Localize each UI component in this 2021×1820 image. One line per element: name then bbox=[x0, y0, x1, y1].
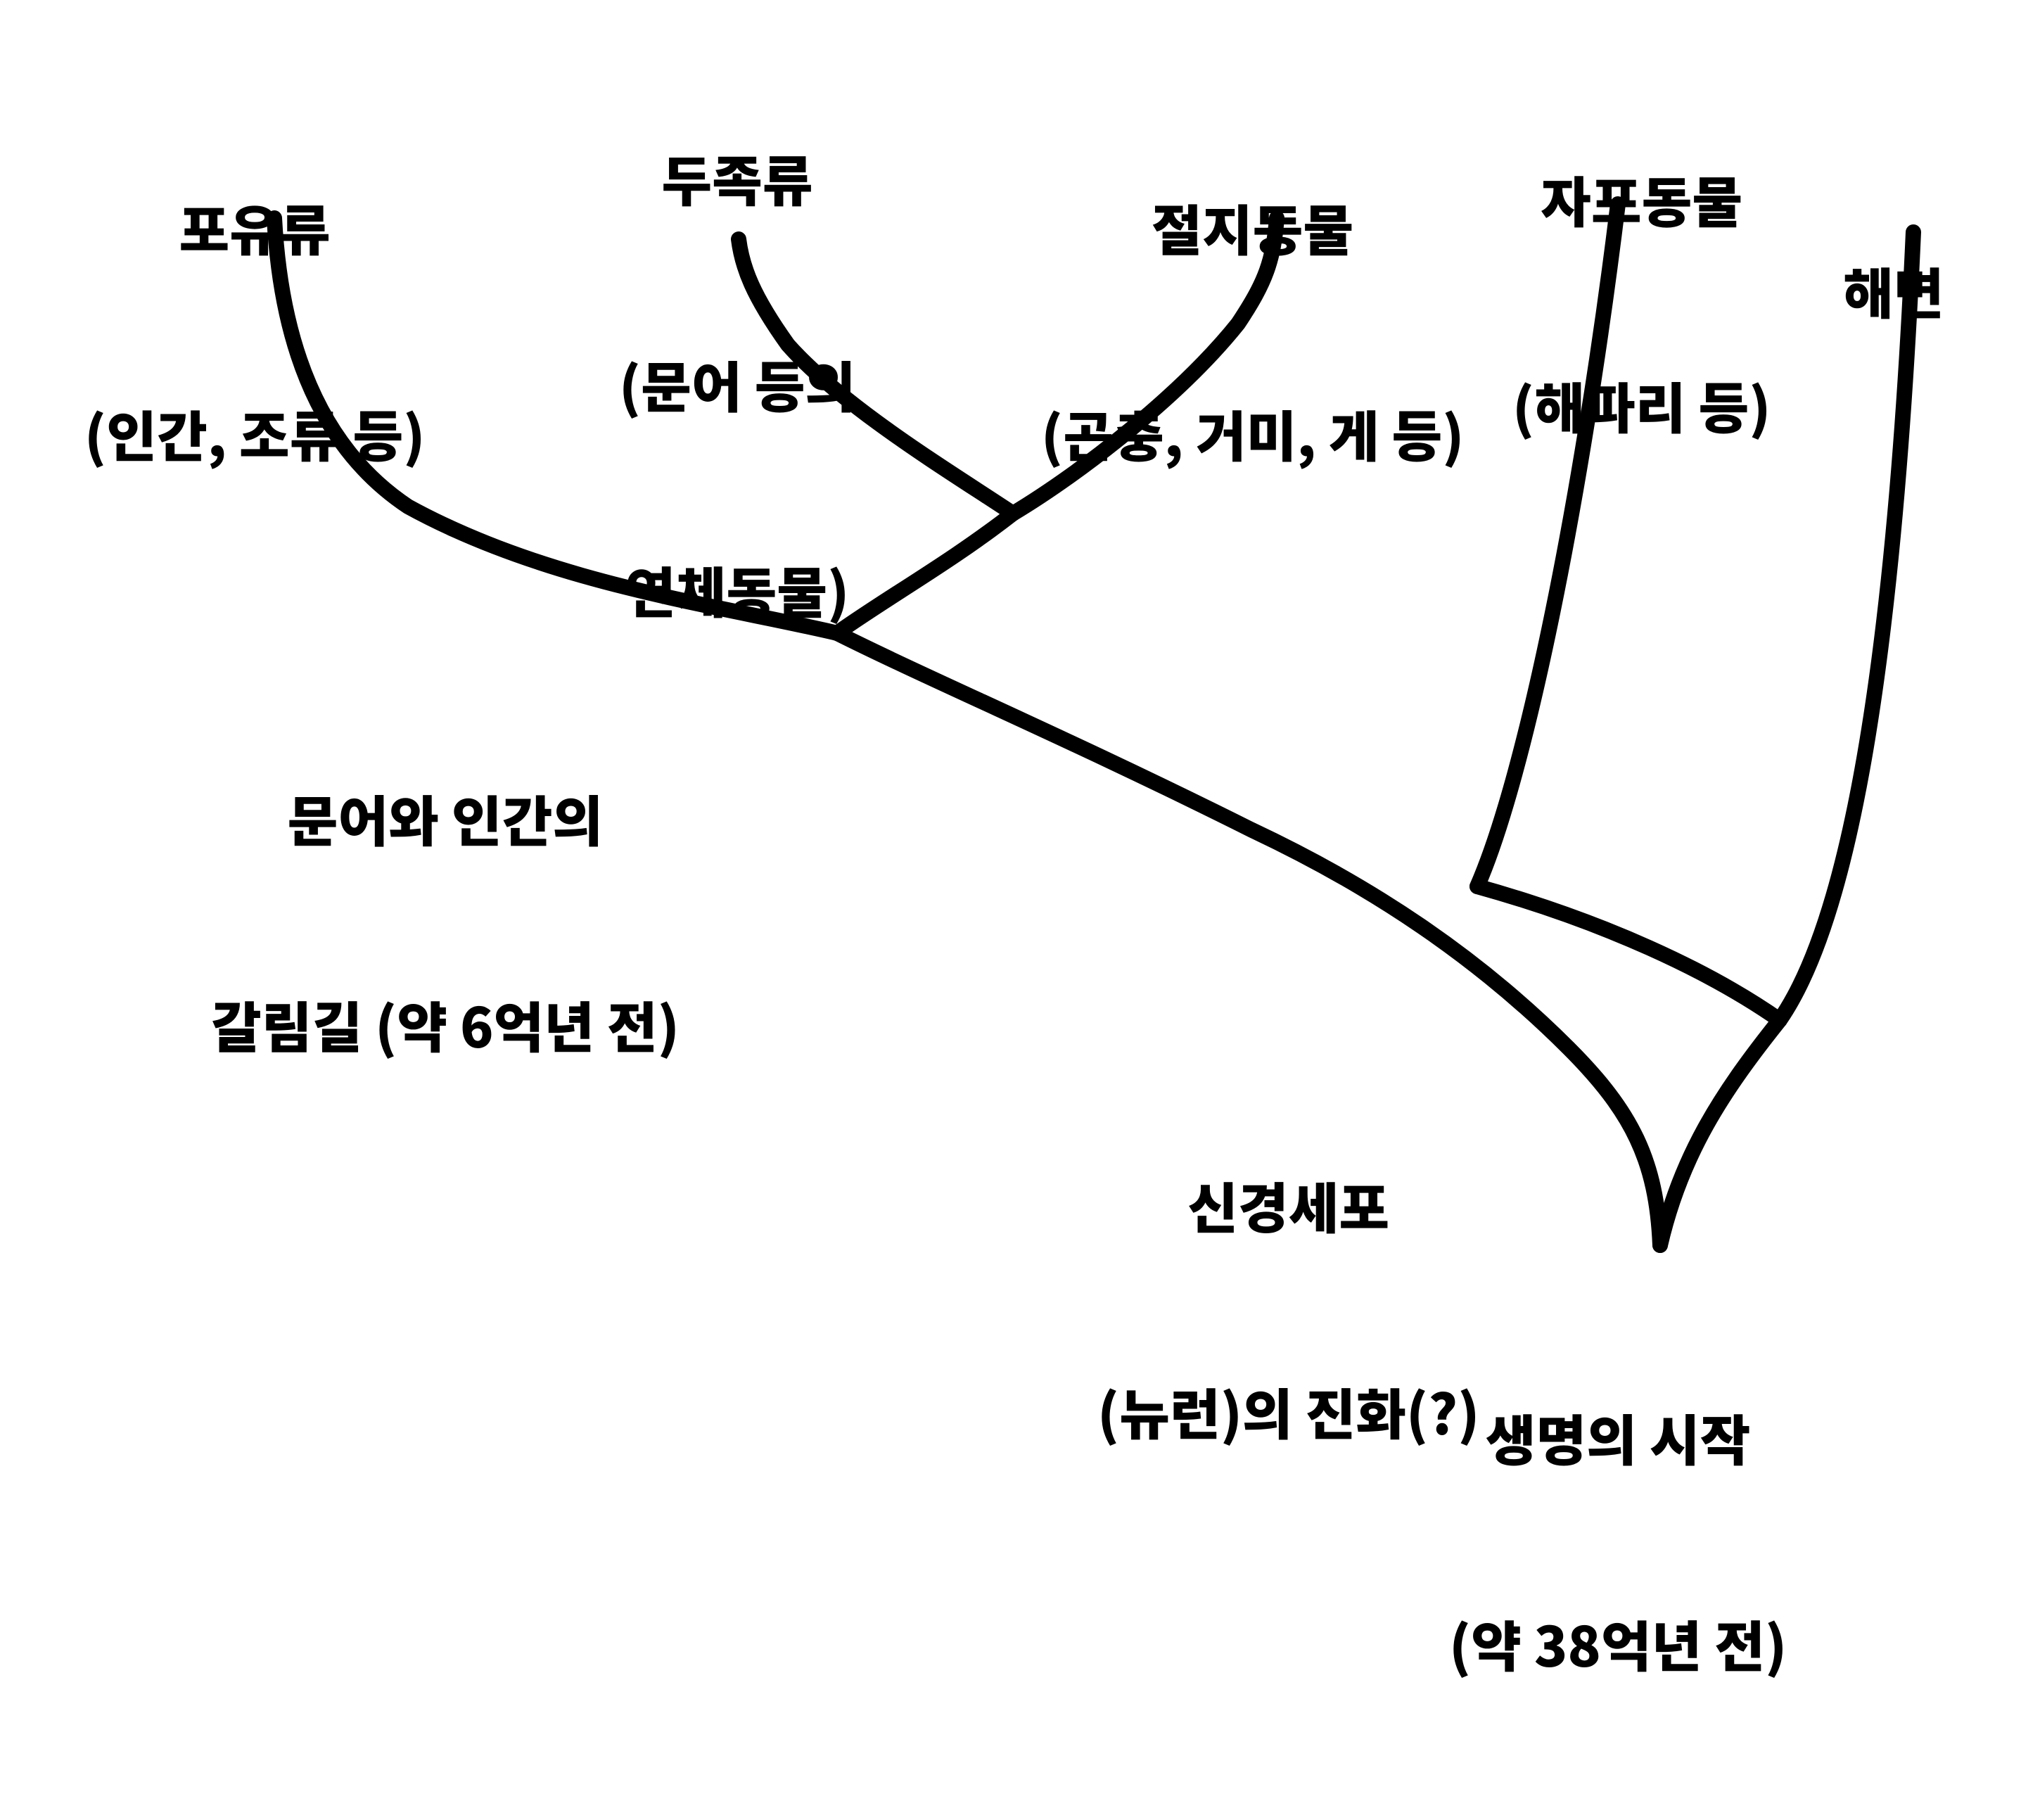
label-mammals: 포유류 (인간, 조류 등) bbox=[84, 56, 425, 605]
label-neuron-evolution: 신경세포 (뉴런)의 진화(?) bbox=[1097, 1034, 1479, 1583]
branch-root-to-sponge-split bbox=[1660, 1020, 1780, 1245]
label-cephalopods-line3: 연체동물) bbox=[619, 556, 855, 625]
label-origin-of-life: 생명의 시작 (약 38억년 전) bbox=[1449, 1266, 1787, 1815]
label-cnidarians-line1: 자포동물 bbox=[1512, 165, 1771, 234]
label-cnidarians: 자포동물 (해파리 등) bbox=[1512, 28, 1771, 577]
label-arthropods-line1: 절지동물 bbox=[1041, 193, 1464, 262]
label-origin-line1: 생명의 시작 bbox=[1449, 1404, 1787, 1472]
label-split-line1: 문어와 인간의 bbox=[211, 784, 680, 853]
label-neuron-line2: (뉴런)의 진화(?) bbox=[1097, 1377, 1479, 1446]
label-sponges-line1: 해면 bbox=[1843, 257, 1944, 326]
label-neuron-line1: 신경세포 bbox=[1097, 1171, 1479, 1240]
label-sponges: 해면 bbox=[1843, 120, 1944, 463]
label-arthropods: 절지동물 (곤충, 거미, 게 등) bbox=[1041, 56, 1464, 605]
label-octopus-human-split: 문어와 인간의 갈림길 (약 6억년 전) bbox=[211, 647, 680, 1196]
branch-ceph-arthro-stem bbox=[837, 514, 1013, 633]
label-arthropods-line2: (곤충, 거미, 게 등) bbox=[1041, 400, 1464, 469]
label-cephalopods-line2: (문어 등의 bbox=[619, 350, 855, 419]
phylogenetic-tree-diagram: 포유류 (인간, 조류 등) 두족류 (문어 등의 연체동물) 절지동물 (곤충… bbox=[0, 0, 2021, 1456]
label-cephalopods-line1: 두족류 bbox=[619, 144, 855, 213]
label-origin-line2: (약 38억년 전) bbox=[1449, 1610, 1787, 1679]
label-mammals-line2: (인간, 조류 등) bbox=[84, 400, 425, 469]
label-split-line2: 갈림길 (약 6억년 전) bbox=[211, 991, 680, 1059]
label-mammals-line1: 포유류 bbox=[84, 193, 425, 262]
label-cnidarians-line2: (해파리 등) bbox=[1512, 371, 1771, 440]
